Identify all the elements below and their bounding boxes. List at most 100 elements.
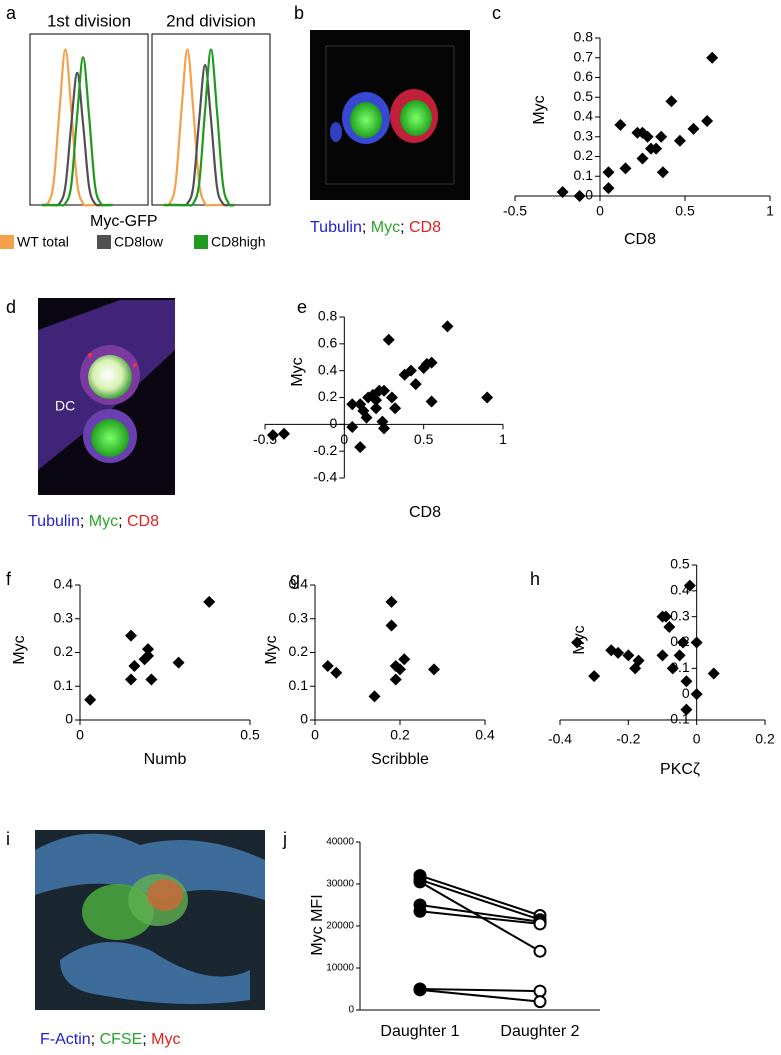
- data-point: [425, 395, 438, 408]
- panel-label: j: [282, 829, 287, 849]
- histogram-curve: [41, 56, 113, 207]
- micrograph-b: [310, 30, 470, 200]
- panel-title: 1st division: [47, 11, 131, 30]
- x-tick-label: 0.5: [675, 203, 695, 219]
- data-point: [656, 649, 669, 662]
- data-point: [533, 944, 547, 958]
- y-tick-label: 0: [585, 187, 593, 203]
- data-point: [690, 636, 703, 649]
- y-tick-label: 0.6: [574, 68, 594, 84]
- data-point: [125, 673, 137, 686]
- pair-line: [419, 988, 541, 993]
- panel-label: i: [6, 829, 10, 849]
- caption-part: ;: [118, 513, 127, 530]
- x-axis-label: CD8: [624, 231, 656, 248]
- data-point: [413, 875, 427, 889]
- x-axis-label: Numb: [144, 751, 187, 768]
- data-point: [84, 693, 97, 706]
- x-tick-label: Daughter 1: [380, 1023, 459, 1040]
- data-point: [619, 162, 632, 175]
- pair-line: [419, 881, 541, 953]
- data-point: [428, 663, 440, 676]
- data-point: [665, 95, 678, 108]
- data-point: [138, 653, 151, 666]
- y-tick-label: 0.5: [670, 556, 690, 572]
- y-axis-label: Myc: [571, 625, 588, 654]
- panel-label: e: [297, 297, 307, 317]
- data-point: [330, 666, 343, 679]
- x-tick-label: 0: [76, 727, 84, 743]
- panel-label: b: [294, 3, 304, 23]
- data-point: [690, 688, 703, 701]
- data-point: [385, 391, 398, 404]
- y-axis-label: Myc: [531, 95, 548, 124]
- y-tick-label: 0.1: [54, 677, 74, 693]
- image-caption: Tubulin; Myc; CD8: [310, 219, 441, 236]
- y-tick-label: 0.4: [54, 576, 74, 592]
- pair-line: [419, 910, 541, 925]
- y-tick-label: 0.4: [318, 361, 338, 377]
- micrograph-d: [38, 298, 175, 495]
- y-tick-label: 40000: [326, 837, 354, 848]
- y-axis-label: Myc: [11, 635, 28, 664]
- data-point: [683, 579, 696, 592]
- y-tick-label: -0.4: [313, 469, 337, 485]
- image-caption: Tubulin; Myc; CD8: [28, 513, 159, 530]
- data-point: [659, 610, 672, 623]
- caption-part: Tubulin: [310, 219, 362, 236]
- x-tick-label: -0.2: [616, 731, 640, 747]
- caption-part: Tubulin: [28, 513, 80, 530]
- data-point: [378, 422, 390, 435]
- micrograph-i: [35, 830, 265, 1010]
- x-tick-label: 0: [693, 731, 701, 747]
- y-tick-label: 0.2: [289, 643, 309, 659]
- y-tick-label: 0.4: [289, 576, 309, 592]
- data-point: [142, 643, 154, 656]
- data-point: [655, 130, 668, 143]
- y-tick-label: 20000: [326, 921, 354, 932]
- caption-part: ;: [362, 219, 371, 236]
- caption-part: CD8: [409, 219, 441, 236]
- data-point: [650, 142, 663, 155]
- y-tick-label: 0.2: [318, 388, 338, 404]
- data-point: [278, 427, 291, 440]
- legend-swatch: [0, 235, 14, 249]
- pair-line: [419, 904, 541, 923]
- data-point: [346, 421, 359, 434]
- data-point: [481, 391, 494, 404]
- data-point: [673, 134, 686, 147]
- data-point: [125, 629, 137, 642]
- data-point: [360, 411, 373, 424]
- panel-label: d: [6, 297, 16, 317]
- y-tick-label: 10000: [326, 963, 354, 974]
- y-tick-label: 0.4: [574, 108, 594, 124]
- data-point: [588, 670, 601, 683]
- data-point: [533, 995, 547, 1009]
- data-point: [385, 619, 398, 632]
- data-point: [680, 675, 693, 688]
- data-point: [622, 649, 635, 662]
- panel-label: a: [6, 3, 17, 23]
- legend-label: CD8high: [211, 234, 265, 250]
- y-tick-label: 0: [65, 711, 73, 727]
- caption-part: Myc: [371, 219, 400, 236]
- image-label: DC: [55, 398, 75, 414]
- caption-part: CD8: [127, 513, 159, 530]
- data-point: [441, 320, 454, 333]
- y-tick-label: 0.3: [289, 609, 309, 625]
- data-point: [389, 402, 402, 415]
- data-point: [663, 621, 676, 633]
- data-point: [636, 152, 649, 165]
- y-tick-label: 0.3: [54, 609, 74, 625]
- image-caption: F-Actin; CFSE; Myc: [40, 1031, 180, 1048]
- x-axis-label: PKCζ: [660, 761, 700, 778]
- data-point: [656, 166, 669, 179]
- data-point: [706, 51, 719, 64]
- data-point: [680, 703, 693, 716]
- data-point: [172, 656, 185, 669]
- legend-swatch: [97, 235, 111, 249]
- data-point: [571, 636, 584, 649]
- y-tick-label: 0.3: [574, 127, 594, 143]
- pair-line: [419, 988, 541, 1003]
